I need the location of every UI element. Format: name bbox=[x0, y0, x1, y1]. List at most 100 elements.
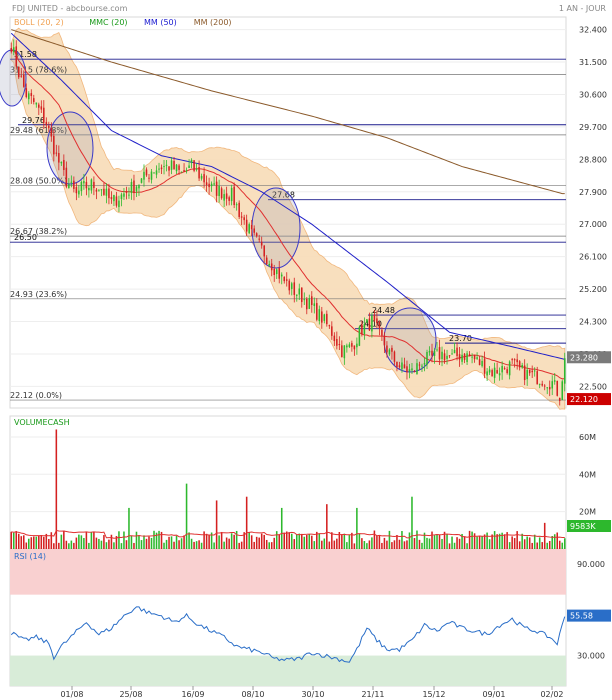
volume-bar bbox=[125, 540, 128, 549]
candle-body bbox=[458, 354, 461, 360]
candle-body bbox=[363, 324, 366, 335]
volume-bar bbox=[55, 429, 58, 549]
candle-body bbox=[73, 180, 75, 189]
volume-bar bbox=[235, 530, 238, 549]
volume-bar bbox=[130, 535, 133, 549]
fib-label: 26.67 (38.2%) bbox=[10, 227, 67, 236]
fib0-badge: 22.120 bbox=[570, 395, 598, 404]
volume-bar bbox=[468, 530, 471, 549]
level-label: 24.10 bbox=[359, 320, 382, 329]
volume-bar bbox=[401, 531, 403, 549]
candle-body bbox=[203, 174, 205, 183]
candle-body bbox=[491, 370, 493, 377]
x-tick-label: 30/10 bbox=[301, 690, 324, 699]
volume-bar bbox=[531, 542, 533, 549]
candle-body bbox=[225, 193, 228, 199]
candle-body bbox=[188, 165, 190, 169]
volume-bar bbox=[461, 533, 463, 549]
candle-body bbox=[160, 167, 163, 170]
volume-panel bbox=[9, 415, 567, 550]
candle-body bbox=[15, 46, 18, 67]
volume-bar bbox=[541, 542, 543, 549]
candle-body bbox=[288, 280, 291, 291]
volume-bar bbox=[283, 532, 286, 549]
volume-bar bbox=[110, 534, 113, 549]
volume-bar bbox=[308, 534, 311, 549]
volume-bar bbox=[376, 535, 378, 549]
candle-body bbox=[100, 189, 103, 191]
candle-body bbox=[316, 303, 318, 320]
candle-body bbox=[195, 168, 198, 170]
volume-bar bbox=[200, 542, 203, 549]
volume-bar bbox=[105, 542, 108, 549]
candle-body bbox=[120, 194, 123, 200]
volume-bar bbox=[363, 541, 366, 549]
candle-body bbox=[35, 102, 38, 105]
volume-bar bbox=[458, 538, 461, 549]
candle-body bbox=[40, 106, 43, 110]
candle-body bbox=[481, 360, 483, 367]
candle-body bbox=[441, 351, 443, 360]
candle-body bbox=[453, 349, 456, 354]
candle-body bbox=[508, 361, 511, 376]
volume-y-tick: 40M bbox=[579, 470, 596, 479]
candle-body bbox=[556, 380, 559, 396]
volume-bar bbox=[28, 538, 30, 549]
candle-body bbox=[553, 380, 556, 382]
volume-bar bbox=[265, 539, 268, 549]
candle-body bbox=[486, 371, 488, 376]
candle-body bbox=[228, 197, 230, 201]
candle-body bbox=[411, 368, 413, 371]
level-label: 27.68 bbox=[272, 191, 295, 200]
candle-body bbox=[318, 309, 321, 322]
candle-body bbox=[358, 326, 361, 346]
candle-body bbox=[356, 343, 358, 348]
candle-body bbox=[290, 283, 293, 289]
volume-bar bbox=[323, 538, 326, 549]
volume-bar bbox=[441, 538, 443, 549]
volume-bar bbox=[293, 539, 296, 549]
candle-body bbox=[541, 383, 543, 386]
candle-body bbox=[326, 313, 328, 325]
volume-bar bbox=[158, 530, 160, 549]
price-y-tick: 25.200 bbox=[579, 285, 607, 294]
candle-body bbox=[205, 182, 208, 186]
volume-bar bbox=[351, 532, 353, 549]
candle-body bbox=[293, 282, 296, 295]
candle-body bbox=[503, 368, 506, 370]
annotation-circle bbox=[251, 187, 301, 269]
candle-body bbox=[403, 364, 406, 369]
volume-bar bbox=[170, 536, 173, 549]
volume-bar bbox=[210, 532, 213, 549]
volume-bar bbox=[436, 534, 438, 549]
volume-bar bbox=[95, 537, 98, 549]
mm20-line bbox=[10, 48, 565, 380]
volume-bar bbox=[433, 535, 436, 549]
candle-body bbox=[133, 180, 135, 194]
volume-bar bbox=[118, 531, 120, 549]
volume-bar bbox=[73, 542, 75, 549]
candle-body bbox=[245, 219, 248, 232]
candle-body bbox=[138, 185, 140, 189]
volume-bar bbox=[556, 532, 559, 549]
volume-bar bbox=[451, 536, 453, 549]
volume-bar bbox=[358, 533, 361, 549]
candle-body bbox=[476, 357, 478, 359]
volume-bar bbox=[135, 531, 138, 549]
candle-body bbox=[263, 245, 265, 257]
candle-body bbox=[285, 279, 288, 281]
volume-bar bbox=[273, 537, 276, 549]
volume-bar bbox=[145, 538, 148, 549]
volume-bar bbox=[12, 532, 15, 549]
volume-bar bbox=[175, 535, 178, 549]
candle-body bbox=[175, 164, 178, 172]
volume-bar bbox=[478, 535, 481, 549]
volume-bar bbox=[215, 500, 218, 549]
candle-body bbox=[551, 381, 554, 389]
volume-bar bbox=[65, 540, 68, 549]
candle-body bbox=[548, 386, 551, 390]
volume-bar bbox=[22, 535, 25, 549]
candle-body bbox=[496, 370, 498, 374]
candle-body bbox=[388, 349, 391, 355]
candle-body bbox=[368, 318, 371, 331]
